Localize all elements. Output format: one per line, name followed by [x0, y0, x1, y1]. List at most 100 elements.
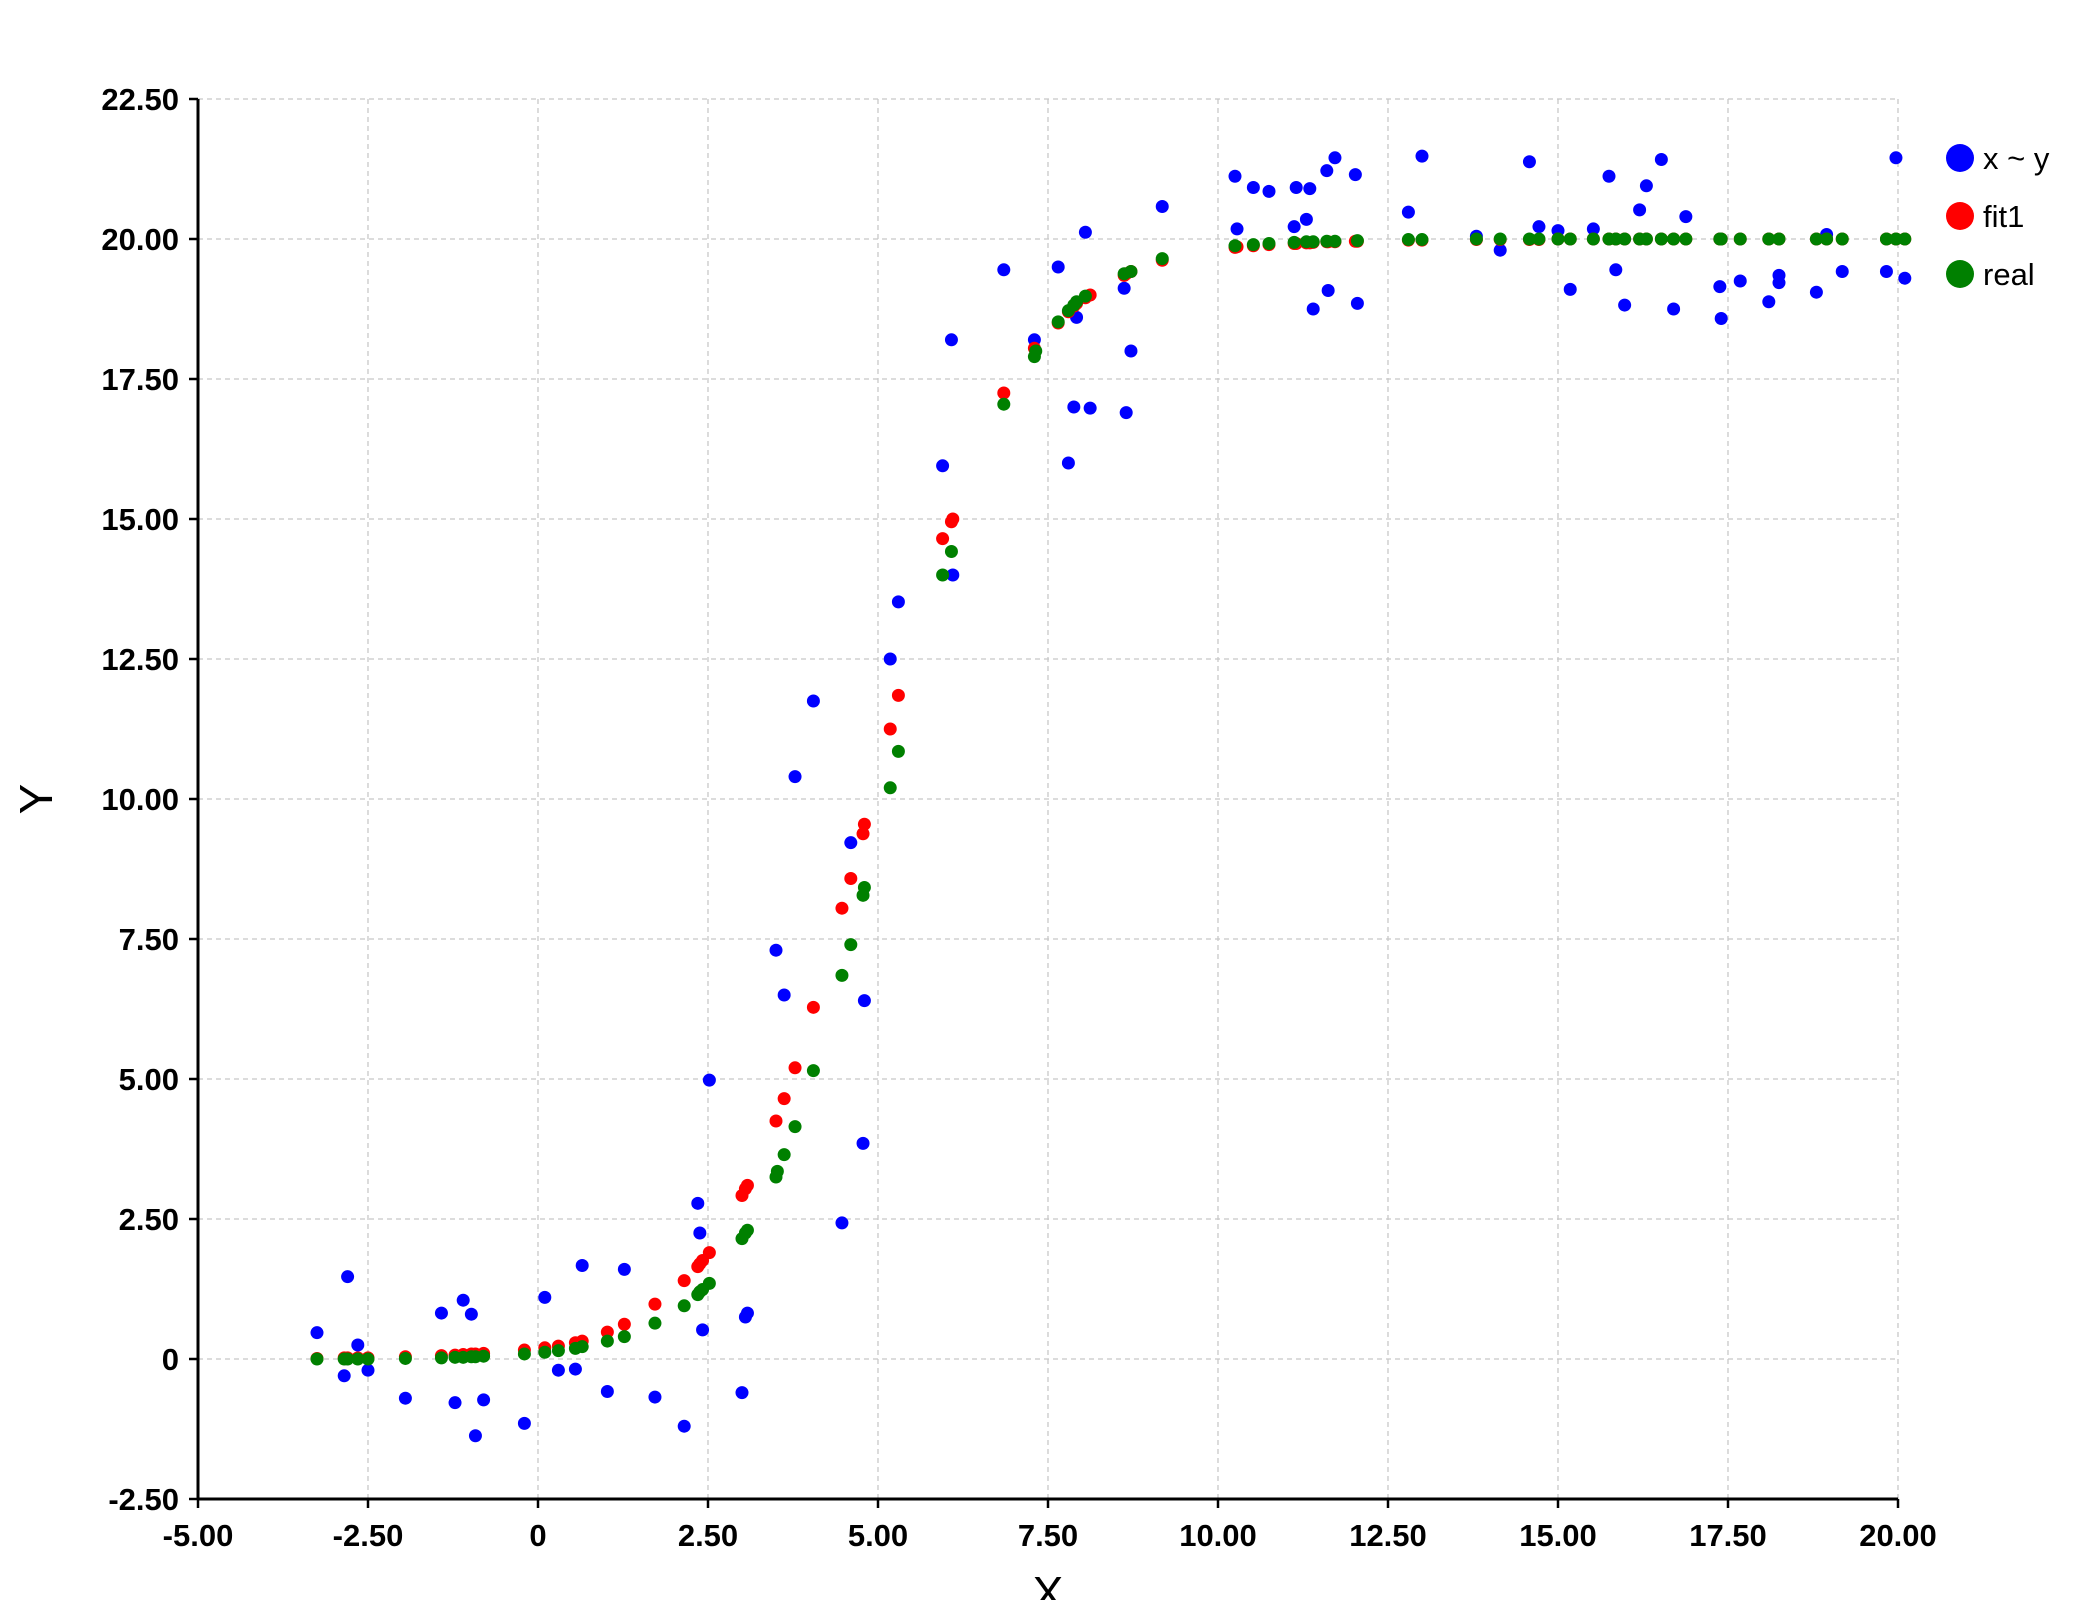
data-point: [691, 1196, 705, 1210]
y-tick-label: 20.00: [101, 222, 179, 257]
data-point: [1835, 232, 1849, 246]
data-point: [1809, 285, 1823, 299]
data-point: [1532, 220, 1546, 234]
data-point: [936, 568, 950, 582]
y-tick-label: 0: [162, 1342, 179, 1377]
data-point: [1078, 225, 1092, 239]
legend-item[interactable]: real: [1946, 257, 2035, 292]
data-point: [648, 1297, 662, 1311]
data-point: [434, 1306, 448, 1320]
data-point: [1078, 289, 1092, 303]
data-point: [1879, 264, 1893, 278]
data-point: [1262, 236, 1276, 250]
data-point: [944, 544, 958, 558]
legend-marker: [1946, 144, 1974, 172]
data-point: [1835, 264, 1849, 278]
data-point: [944, 333, 958, 347]
data-point: [1639, 179, 1653, 193]
data-point: [857, 994, 871, 1008]
data-point: [788, 1061, 802, 1075]
data-point: [777, 1092, 791, 1106]
data-point: [891, 744, 905, 758]
data-point: [883, 652, 897, 666]
legend-item[interactable]: x ~ y: [1946, 141, 2050, 176]
data-point: [1654, 152, 1668, 166]
data-point: [1415, 233, 1429, 247]
data-point: [1654, 232, 1668, 246]
data-point: [1350, 234, 1364, 248]
data-point: [857, 817, 871, 831]
series-real: [310, 232, 1912, 1366]
data-point: [835, 968, 849, 982]
x-tick-label: 7.50: [1018, 1518, 1078, 1553]
x-tick-label: 15.00: [1519, 1518, 1597, 1553]
data-point: [477, 1393, 491, 1407]
legend[interactable]: x ~ y fit1 real: [1946, 141, 2050, 292]
x-tick-label: -5.00: [163, 1518, 234, 1553]
data-point: [361, 1363, 375, 1377]
data-point: [1618, 298, 1632, 312]
data-point: [740, 1178, 754, 1192]
data-point: [1733, 232, 1747, 246]
data-point: [600, 1384, 614, 1398]
data-point: [1155, 200, 1169, 214]
y-tick-label: 15.00: [101, 502, 179, 537]
data-point: [477, 1349, 491, 1363]
legend-marker: [1946, 202, 1974, 230]
x-tick-label: 0: [529, 1518, 546, 1553]
data-point: [702, 1073, 716, 1087]
data-point: [1303, 182, 1317, 196]
x-tick-label: 5.00: [848, 1518, 908, 1553]
data-series: [310, 149, 1912, 1443]
legend-item[interactable]: fit1: [1946, 199, 2024, 234]
data-point: [1299, 212, 1313, 226]
legend-label: fit1: [1983, 199, 2024, 234]
data-point: [1522, 155, 1536, 169]
data-point: [788, 770, 802, 784]
data-point: [575, 1340, 589, 1354]
data-point: [1639, 232, 1653, 246]
data-point: [1401, 233, 1415, 247]
data-point: [1609, 263, 1623, 277]
data-point: [1124, 264, 1138, 278]
data-point: [844, 938, 858, 952]
data-point: [1029, 344, 1043, 358]
data-point: [575, 1258, 589, 1272]
x-tick-label: 17.50: [1689, 1518, 1767, 1553]
data-point: [777, 988, 791, 1002]
data-point: [1522, 232, 1536, 246]
data-point: [1287, 220, 1301, 234]
data-point: [740, 1306, 754, 1320]
data-point: [1762, 232, 1776, 246]
data-point: [891, 688, 905, 702]
data-point: [883, 722, 897, 736]
data-point: [997, 386, 1011, 400]
data-point: [310, 1352, 324, 1366]
data-point: [844, 872, 858, 886]
x-tick-label: 20.00: [1859, 1518, 1937, 1553]
data-point: [361, 1352, 375, 1366]
data-point: [351, 1338, 365, 1352]
y-tick-label: 10.00: [101, 782, 179, 817]
data-point: [1328, 234, 1342, 248]
data-point: [1051, 315, 1065, 329]
data-point: [1401, 205, 1415, 219]
data-point: [648, 1316, 662, 1330]
data-point: [944, 515, 958, 529]
data-point: [1713, 280, 1727, 294]
data-point: [806, 1064, 820, 1078]
data-point: [677, 1299, 691, 1313]
data-point: [1898, 271, 1912, 285]
data-point: [770, 1164, 784, 1178]
data-point: [1289, 180, 1303, 194]
data-point: [538, 1290, 552, 1304]
data-point: [1633, 203, 1647, 217]
data-point: [1124, 344, 1138, 358]
data-point: [891, 595, 905, 609]
data-point: [1350, 296, 1364, 310]
data-point: [1714, 312, 1728, 326]
data-point: [398, 1351, 412, 1365]
y-tick-label: 17.50: [101, 362, 179, 397]
data-point: [788, 1120, 802, 1134]
data-point: [551, 1363, 565, 1377]
